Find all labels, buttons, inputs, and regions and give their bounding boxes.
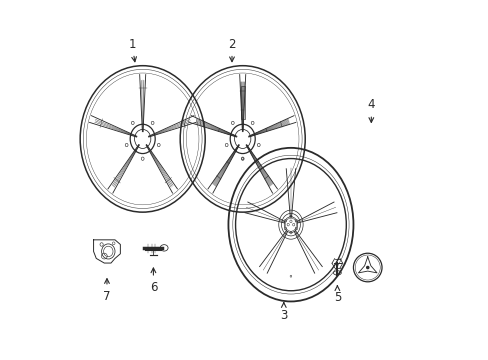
Text: 3: 3 [280, 303, 287, 322]
Text: 7: 7 [103, 279, 110, 303]
Ellipse shape [285, 218, 296, 231]
Text: 1: 1 [128, 38, 136, 62]
Ellipse shape [234, 129, 250, 148]
Circle shape [365, 266, 369, 269]
Text: 6: 6 [149, 268, 157, 294]
Text: 4: 4 [367, 99, 374, 122]
Text: 5: 5 [333, 285, 340, 305]
Text: 2: 2 [228, 38, 235, 62]
Ellipse shape [134, 129, 150, 148]
FancyBboxPatch shape [240, 86, 244, 119]
